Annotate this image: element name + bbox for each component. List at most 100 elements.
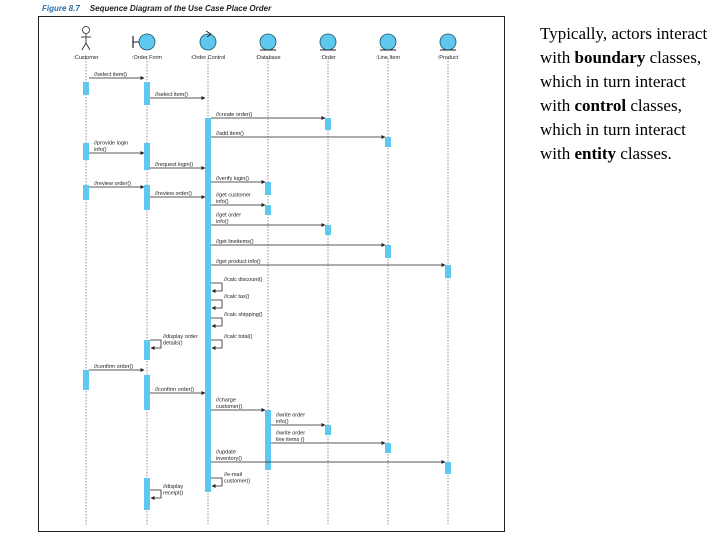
message-label: //request login() <box>155 162 193 168</box>
message-label: //display <box>163 484 183 490</box>
self-arrow <box>211 317 223 328</box>
message-label: //provide login <box>94 141 128 147</box>
activation-bar <box>144 185 150 210</box>
message-label: //write order <box>276 413 305 419</box>
participant-product: :Product <box>438 33 459 525</box>
message-label: //select item() <box>94 72 127 78</box>
message: //add item() <box>211 131 386 139</box>
activation-bar <box>144 340 150 360</box>
activation-bar <box>83 185 89 200</box>
message-label: receipt() <box>163 491 183 497</box>
message-label: //charge <box>216 398 236 404</box>
participant-orderform: :Order Form <box>132 33 162 525</box>
activation-bar <box>325 118 331 130</box>
message: //calc discount() <box>211 277 263 293</box>
message-label: //confirm order() <box>155 387 194 393</box>
message-label: info() <box>216 199 229 205</box>
message: //confirm order() <box>150 387 206 395</box>
message-label: //get order <box>216 213 241 219</box>
self-arrow <box>211 282 223 293</box>
message-label: //create order() <box>216 112 253 118</box>
message: //request login() <box>150 162 206 170</box>
message-label: //display order <box>163 334 198 340</box>
message-label: //update <box>216 450 236 456</box>
message: //create order() <box>211 112 326 120</box>
message: //calc total() <box>211 334 253 350</box>
message: //review order() <box>150 191 206 199</box>
message: //verify login() <box>211 176 266 184</box>
side-bold-boundary: boundary <box>574 48 646 67</box>
object-circle-icon <box>379 33 397 51</box>
self-arrow <box>211 477 223 488</box>
activation-bar <box>144 375 150 410</box>
message: //select item() <box>89 72 145 80</box>
figure-frame <box>38 16 505 532</box>
object-circle-icon <box>319 33 337 51</box>
activation-bar <box>83 143 89 160</box>
activation-bar <box>144 82 150 105</box>
side-text-3: classes, which in turn interact with <box>540 96 686 163</box>
message: //get product info() <box>211 259 446 267</box>
message: //get lineitems() <box>211 239 386 247</box>
side-text-4: classes. <box>616 144 672 163</box>
activation-bar <box>445 462 451 474</box>
message-label: line items () <box>276 437 305 443</box>
participant-order: :Order <box>319 33 337 525</box>
self-arrow <box>211 299 223 310</box>
actor-leg-left <box>81 42 87 51</box>
message: //review order() <box>89 181 145 189</box>
message: //calc tax() <box>211 294 250 310</box>
side-bold-control: control <box>574 96 627 115</box>
message-label: details() <box>163 341 183 347</box>
self-arrow <box>150 339 162 350</box>
participant-lineitem: :Line Item <box>376 33 400 525</box>
message-label: info() <box>276 419 289 425</box>
object-circle-icon <box>259 33 277 51</box>
control-arrow <box>205 30 212 38</box>
message-label: //calc total() <box>224 334 253 340</box>
message-label: //calc shipping() <box>224 312 263 318</box>
object-circle-icon <box>138 33 156 51</box>
message-label: //e-mail <box>224 472 242 478</box>
message-label: //select item() <box>155 92 188 98</box>
activation-bar <box>144 143 150 170</box>
side-text-2: classes, which in turn interact with <box>540 48 702 115</box>
activation-bar <box>83 370 89 390</box>
activation-bar <box>385 443 391 453</box>
activation-bar <box>325 225 331 235</box>
activation-bar <box>265 205 271 215</box>
activation-bar <box>445 265 451 278</box>
object-circle-icon <box>439 33 457 51</box>
explanation-text: Typically, actors interact with boundary… <box>540 22 715 166</box>
activation-bar <box>325 425 331 435</box>
figure-caption: Sequence Diagram of the Use Case Place O… <box>89 4 272 13</box>
activation-bar <box>265 182 271 195</box>
message-label: //calc discount() <box>224 277 263 283</box>
activation-bar <box>144 478 150 510</box>
message-label: //get customer <box>216 193 251 199</box>
self-arrow <box>211 339 223 350</box>
message: //select item() <box>150 92 206 100</box>
participant-ordercontrol: :Order Control <box>191 30 225 525</box>
message-label: //verify login() <box>216 176 249 182</box>
message: //calc shipping() <box>211 312 263 328</box>
side-text-1: Typically, actors interact with <box>540 24 708 67</box>
message-label: //write order <box>276 431 305 437</box>
activation-bar <box>385 137 391 147</box>
message-label: customer() <box>224 479 250 485</box>
actor-head-icon <box>82 26 90 34</box>
side-bold-entity: entity <box>574 144 617 163</box>
message-label: //review order() <box>94 181 131 187</box>
message-label: //add item() <box>216 131 244 137</box>
activation-bar <box>205 118 211 492</box>
message-label: inventory() <box>216 456 242 462</box>
